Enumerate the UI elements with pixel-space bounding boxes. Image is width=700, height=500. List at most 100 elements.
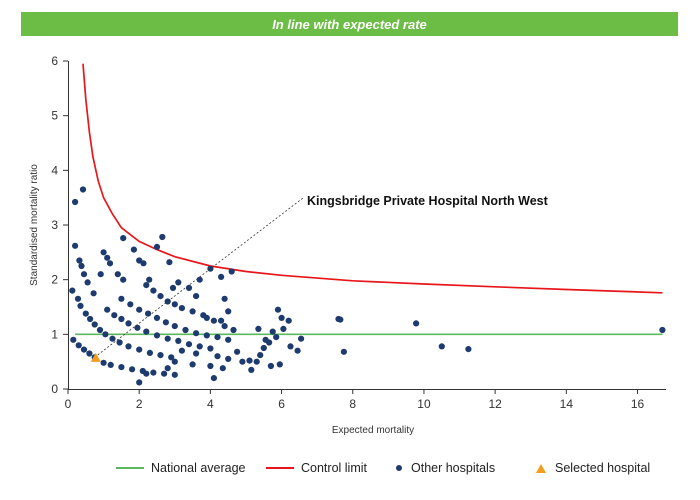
hospital-point	[225, 308, 232, 315]
hospital-point	[285, 317, 292, 324]
hospital-point	[78, 262, 85, 270]
hospital-point	[87, 315, 94, 323]
hospital-point	[274, 306, 282, 313]
hospital-point	[214, 353, 221, 360]
hospital-point	[659, 326, 666, 334]
y-axis-title: Standardised mortality ratio	[29, 164, 40, 286]
hospital-point	[257, 352, 264, 359]
legend-item-selected-hospital: Selected hospital	[536, 458, 650, 478]
hospital-point	[129, 366, 136, 373]
hospital-point	[86, 350, 93, 357]
hospital-point	[75, 342, 82, 349]
hospital-point	[193, 350, 200, 357]
hospital-point	[150, 369, 157, 376]
hospital-point	[120, 276, 127, 283]
legend-line-green	[116, 467, 144, 469]
hospital-point	[153, 332, 161, 339]
hospital-point	[269, 328, 276, 335]
other-hospitals-points	[69, 186, 666, 386]
hospital-point	[169, 284, 177, 291]
x-tick-label: 16	[631, 397, 645, 411]
hospital-point	[193, 330, 200, 337]
hospital-point	[150, 287, 157, 294]
x-ticks: 0 2 4 6 8 10 12 14 16	[65, 389, 645, 411]
hospital-point	[134, 324, 141, 331]
hospital-point	[221, 295, 228, 302]
hospital-point	[298, 335, 305, 342]
hospital-point	[114, 271, 121, 278]
hospital-point	[76, 257, 83, 264]
hospital-point	[130, 246, 137, 253]
hospital-point	[465, 346, 472, 353]
hospital-point	[196, 343, 203, 350]
hospital-point	[118, 315, 125, 323]
legend-label-other-hospitals: Other hospitals	[411, 461, 496, 475]
hospital-point	[107, 361, 114, 368]
hospital-point	[145, 310, 152, 317]
hospital-point	[100, 249, 107, 256]
hospital-point	[143, 328, 150, 335]
legend-line-red	[266, 467, 294, 469]
x-tick-label: 4	[207, 397, 214, 411]
hospital-point	[164, 365, 171, 372]
hospital-point	[178, 305, 185, 312]
hospital-point	[219, 365, 226, 372]
hospital-point	[221, 323, 228, 330]
hospital-point	[82, 310, 89, 317]
hospital-point	[203, 332, 210, 339]
hospital-point	[175, 279, 182, 286]
hospital-point	[267, 362, 274, 370]
hospital-point	[413, 320, 420, 327]
y-tick-label: 2	[51, 273, 58, 287]
hospital-point	[214, 334, 221, 341]
hospital-point	[97, 271, 104, 278]
hospital-point	[182, 326, 189, 334]
y-tick-label: 4	[51, 163, 58, 177]
banner-text: In line with expected rate	[272, 16, 427, 32]
x-tick-label: 14	[560, 397, 574, 411]
hospital-point	[171, 371, 178, 378]
hospital-point	[143, 370, 150, 377]
hospital-point	[116, 339, 123, 346]
legend-item-other-hospitals: Other hospitals	[396, 458, 495, 478]
legend-triangle-icon	[536, 463, 546, 473]
hospital-point	[171, 323, 178, 330]
hospital-point	[153, 314, 161, 321]
hospital-point	[168, 354, 175, 361]
hospital-point	[125, 320, 132, 327]
hospital-point	[136, 346, 143, 353]
hospital-point	[225, 355, 232, 362]
selected-hospital-marker	[90, 352, 101, 362]
y-tick-label: 6	[51, 54, 58, 68]
x-tick-label: 6	[278, 397, 285, 411]
hospital-point	[185, 284, 193, 291]
hospital-point	[111, 312, 118, 319]
hospital-point	[273, 334, 280, 341]
x-tick-label: 8	[349, 397, 356, 411]
hospital-point	[125, 343, 132, 350]
hospital-point	[171, 358, 178, 365]
y-tick-label: 5	[51, 109, 58, 123]
hospital-point	[218, 317, 225, 324]
hospital-point	[72, 198, 79, 206]
hospital-point	[260, 344, 267, 352]
hospital-point	[207, 345, 214, 352]
x-tick-label: 10	[417, 397, 431, 411]
hospital-point	[140, 260, 147, 267]
hospital-point	[185, 341, 193, 348]
hospital-point	[146, 349, 153, 356]
legend-item-national-average: National average	[116, 458, 246, 478]
hospital-point	[157, 293, 164, 300]
hospital-point	[287, 343, 294, 350]
hospital-point	[100, 359, 107, 366]
hospital-point	[276, 361, 283, 368]
hospital-point	[246, 357, 253, 364]
x-tick-label: 2	[136, 397, 143, 411]
hospital-point	[136, 379, 143, 386]
hospital-point	[171, 301, 178, 308]
hospital-point	[162, 319, 169, 326]
hospital-point	[104, 306, 111, 313]
hospital-point	[72, 242, 79, 249]
hospital-point	[340, 348, 347, 355]
